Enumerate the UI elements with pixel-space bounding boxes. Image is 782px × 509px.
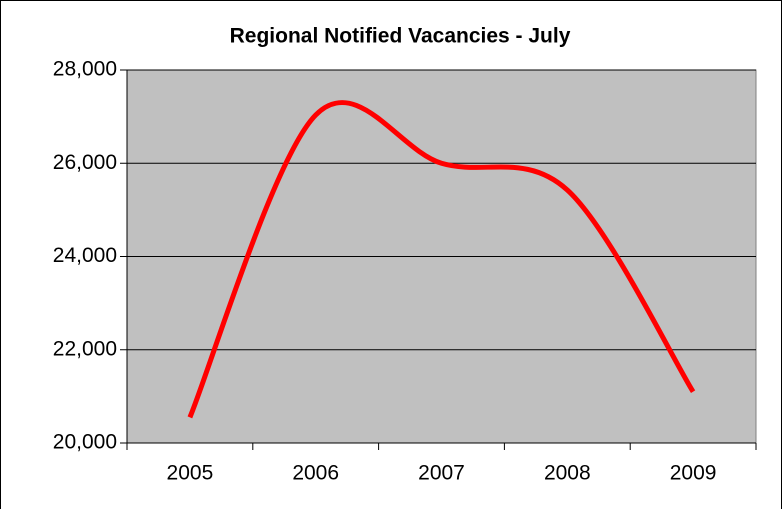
chart-title: Regional Notified Vacancies - July [230, 25, 571, 48]
y-tick-label: 26,000 [53, 151, 117, 174]
x-tick-label: 2005 [167, 462, 214, 485]
y-tick-label: 28,000 [53, 58, 117, 81]
y-tick-label: 20,000 [53, 431, 117, 454]
data-line [187, 100, 696, 419]
x-tick-label: 2009 [670, 462, 717, 485]
y-tick-label: 22,000 [53, 337, 117, 360]
y-tick-label: 24,000 [53, 244, 117, 267]
x-tick-label: 2007 [418, 462, 465, 485]
x-tick-label: 2006 [292, 462, 339, 485]
x-tick-label: 2008 [544, 462, 591, 485]
